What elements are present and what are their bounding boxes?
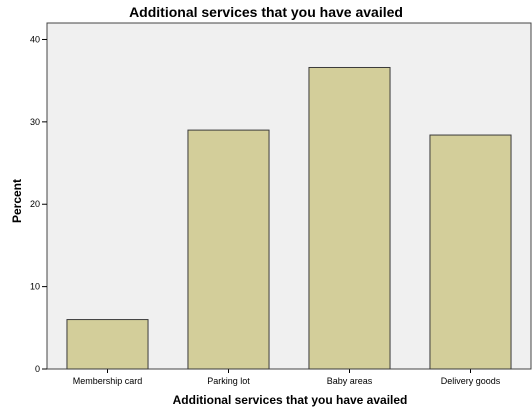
y-tick-label: 20 xyxy=(30,199,40,209)
x-tick-label: Delivery goods xyxy=(441,376,501,386)
y-tick-label: 30 xyxy=(30,117,40,127)
y-tick-label: 10 xyxy=(30,282,40,292)
y-tick-label: 40 xyxy=(30,34,40,44)
y-tick-label: 0 xyxy=(35,364,40,374)
chart-title: Additional services that you have availe… xyxy=(129,4,403,20)
x-axis-label: Additional services that you have availe… xyxy=(173,393,408,407)
y-axis: 0 10 20 30 40 xyxy=(30,34,47,374)
bar-membership-card xyxy=(66,319,149,370)
x-tick-label: Membership card xyxy=(73,376,143,386)
x-tick-label: Parking lot xyxy=(207,376,250,386)
y-axis-label: Percent xyxy=(10,179,24,223)
bars-group xyxy=(66,66,512,370)
x-tick-label: Baby areas xyxy=(327,376,373,386)
bar-parking-lot xyxy=(187,129,270,370)
bar-delivery-goods xyxy=(429,134,512,370)
bar-baby-areas xyxy=(308,66,391,370)
x-axis: Membership card Parking lot Baby areas Deli… xyxy=(73,369,501,386)
